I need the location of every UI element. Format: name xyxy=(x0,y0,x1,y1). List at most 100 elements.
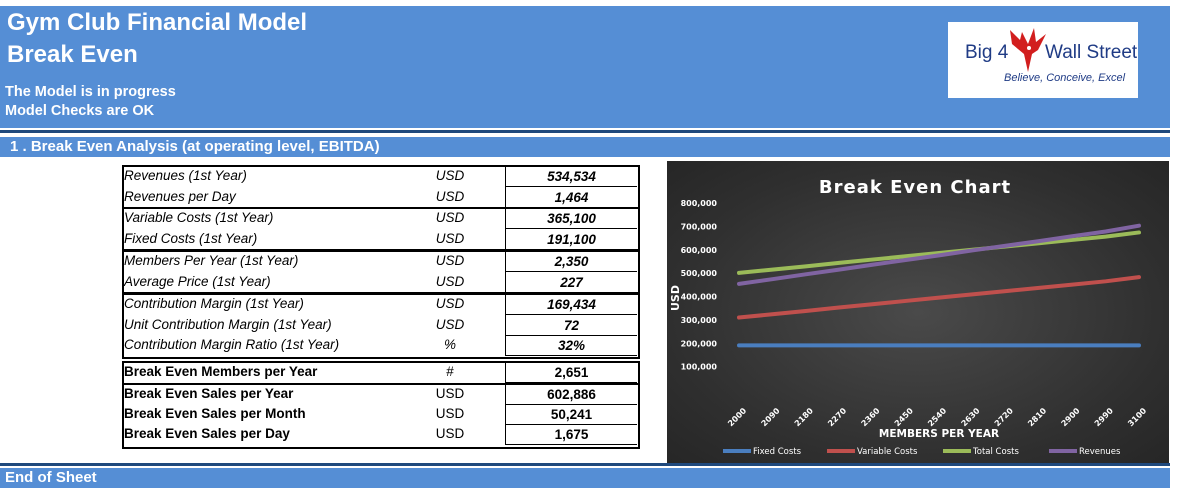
y-axis-label: USD xyxy=(669,285,682,311)
table-group-margin xyxy=(122,293,640,359)
legend-label-fixed-costs: Fixed Costs xyxy=(753,447,802,457)
series-line-total-costs[interactable] xyxy=(737,230,1141,275)
model-checks-status: Model Checks are OK xyxy=(5,103,155,119)
x-tick-label: 2810 xyxy=(1026,406,1048,428)
table-row: Break Even Members per Year # 2,651 xyxy=(122,362,637,383)
table-row: Members Per Year (1st Year) USD 2,350 xyxy=(122,251,637,272)
y-tick-label: 400,000 xyxy=(681,293,718,302)
row-value[interactable]: 2,350 xyxy=(505,251,637,272)
row-unit: USD xyxy=(435,296,465,311)
series-line-variable-costs[interactable] xyxy=(737,275,1141,320)
y-tick-label: 100,000 xyxy=(681,363,718,372)
row-label: Contribution Margin (1st Year) xyxy=(124,296,304,311)
row-unit: USD xyxy=(435,189,465,204)
table-row: Contribution Margin (1st Year) USD 169,4… xyxy=(122,294,637,315)
y-tick-label: 700,000 xyxy=(681,222,718,231)
row-label: Revenues (1st Year) xyxy=(124,168,247,183)
row-value[interactable]: 365,100 xyxy=(505,208,637,229)
sheet-footer: End of Sheet xyxy=(0,468,1170,488)
row-unit: USD xyxy=(435,426,465,441)
logo-text-left: Big 4 xyxy=(965,42,1009,63)
y-tick-label: 200,000 xyxy=(681,339,718,348)
x-tick-label: 2090 xyxy=(760,406,782,428)
section-header: 1 . Break Even Analysis (at operating le… xyxy=(0,137,1170,157)
x-axis-label: MEMBERS PER YEAR xyxy=(879,428,999,440)
x-tick-label: 2360 xyxy=(860,406,882,428)
legend-label-variable-costs: Variable Costs xyxy=(857,447,918,457)
row-label: Contribution Margin Ratio (1st Year) xyxy=(124,337,340,352)
x-tick-label: 3100 xyxy=(1126,406,1148,428)
row-unit: USD xyxy=(435,168,465,183)
row-value[interactable]: 2,651 xyxy=(505,362,637,383)
table-row: Revenues per Day USD 1,464 xyxy=(122,187,637,208)
x-tick-label: 2270 xyxy=(826,406,848,428)
logo-tagline: Believe, Conceive, Excel xyxy=(1004,72,1126,84)
x-tick-label: 2630 xyxy=(960,406,982,428)
row-label: Variable Costs (1st Year) xyxy=(124,210,274,225)
x-tick-label: 2000 xyxy=(726,406,748,428)
row-label: Break Even Sales per Day xyxy=(124,426,290,441)
row-unit: USD xyxy=(435,317,465,332)
sheet-title: Break Even xyxy=(7,41,138,68)
table-row: Variable Costs (1st Year) USD 365,100 xyxy=(122,208,637,229)
row-value[interactable]: 1,464 xyxy=(505,187,637,208)
end-of-sheet-label: End of Sheet xyxy=(5,469,97,486)
table-row: Fixed Costs (1st Year) USD 191,100 xyxy=(122,229,637,250)
break-even-chart[interactable]: Break Even Chart USD MEMBERS PER YEAR 10… xyxy=(667,161,1169,464)
table-row: Break Even Sales per Day USD 1,675 xyxy=(122,424,637,445)
footer-divider xyxy=(0,463,1170,466)
legend-label-total-costs: Total Costs xyxy=(972,447,1019,457)
table-group-break-even-sales xyxy=(122,383,640,449)
table-row: Break Even Sales per Month USD 50,241 xyxy=(122,404,637,425)
row-value[interactable]: 50,241 xyxy=(505,404,637,425)
chart-plot: Break Even Chart USD MEMBERS PER YEAR 10… xyxy=(669,177,1149,457)
row-label: Average Price (1st Year) xyxy=(124,274,271,289)
row-unit: USD xyxy=(435,210,465,225)
row-label: Revenues per Day xyxy=(124,189,236,204)
row-label: Break Even Members per Year xyxy=(124,364,318,379)
row-value[interactable]: 534,534 xyxy=(505,166,637,187)
row-unit: USD xyxy=(435,231,465,246)
x-tick-label: 2540 xyxy=(926,406,948,428)
x-tick-label: 2720 xyxy=(993,406,1015,428)
y-tick-label: 500,000 xyxy=(681,269,718,278)
row-unit: USD xyxy=(435,386,465,401)
table-row: Unit Contribution Margin (1st Year) USD … xyxy=(122,315,637,336)
row-value[interactable]: 227 xyxy=(505,272,637,293)
row-value[interactable]: 191,100 xyxy=(505,229,637,250)
row-unit: USD xyxy=(435,406,465,421)
row-value[interactable]: 169,434 xyxy=(505,294,637,315)
row-label: Break Even Sales per Year xyxy=(124,386,294,401)
model-status: The Model is in progress xyxy=(5,84,176,100)
y-tick-label: 300,000 xyxy=(681,316,718,325)
row-label: Break Even Sales per Month xyxy=(124,406,306,421)
x-tick-label: 2450 xyxy=(893,406,915,428)
legend-label-revenues: Revenues xyxy=(1079,447,1121,457)
y-tick-label: 600,000 xyxy=(681,246,718,255)
table-row: Revenues (1st Year) USD 534,534 xyxy=(122,166,637,187)
row-unit: USD xyxy=(435,253,465,268)
table-row: Break Even Sales per Year USD 602,886 xyxy=(122,384,637,405)
sheet-header: Gym Club Financial Model Break Even The … xyxy=(0,6,1170,128)
row-value[interactable]: 72 xyxy=(505,315,637,336)
row-value[interactable]: 1,675 xyxy=(505,424,637,445)
row-label: Fixed Costs (1st Year) xyxy=(124,231,258,246)
row-value[interactable]: 602,886 xyxy=(505,384,637,405)
x-tick-label: 2900 xyxy=(1060,406,1082,428)
row-unit: USD xyxy=(435,274,465,289)
row-label: Members Per Year (1st Year) xyxy=(124,253,299,268)
row-unit: # xyxy=(446,364,454,379)
y-tick-label: 800,000 xyxy=(681,199,718,208)
eagle-icon xyxy=(1010,28,1046,72)
x-tick-label: 2990 xyxy=(1093,406,1115,428)
table-row: Contribution Margin Ratio (1st Year) % 3… xyxy=(122,335,637,356)
row-label: Unit Contribution Margin (1st Year) xyxy=(124,317,332,332)
table-row: Average Price (1st Year) USD 227 xyxy=(122,272,637,293)
model-title: Gym Club Financial Model xyxy=(7,9,308,36)
row-value[interactable]: 32% xyxy=(505,335,637,356)
header-divider xyxy=(0,130,1170,133)
row-unit: % xyxy=(443,337,456,352)
section-title: 1 . Break Even Analysis (at operating le… xyxy=(10,138,380,155)
series-line-revenues[interactable] xyxy=(737,223,1141,286)
x-tick-label: 2180 xyxy=(793,406,815,428)
